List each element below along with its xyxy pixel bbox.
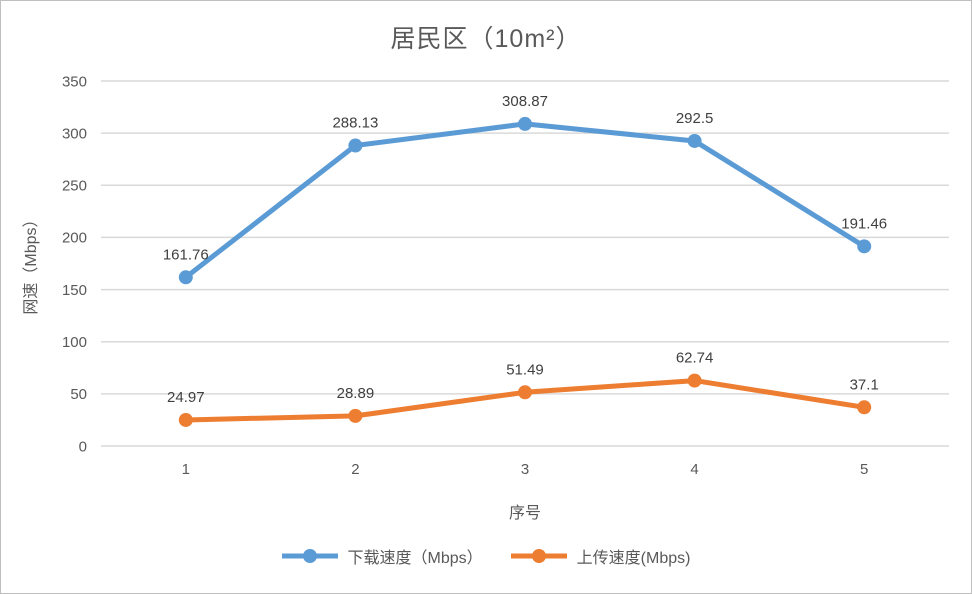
data-label: 24.97 — [167, 389, 205, 406]
x-tick-label: 2 — [351, 461, 359, 478]
y-tick-label: 50 — [70, 386, 87, 403]
x-tick-label: 4 — [690, 461, 698, 478]
chart-title: 居民区（10m²） — [390, 25, 582, 53]
data-point-marker — [518, 116, 532, 131]
data-point-marker — [518, 385, 532, 400]
data-label: 308.87 — [502, 93, 548, 110]
data-label: 161.76 — [163, 246, 209, 263]
legend: 下载速度（Mbps） 上传速度(Mbps) — [1, 544, 971, 568]
y-tick-label: 350 — [62, 73, 87, 90]
data-point-marker — [178, 270, 193, 285]
y-tick-label: 200 — [62, 230, 87, 247]
y-tick-label: 0 — [79, 438, 87, 455]
data-point-marker — [687, 373, 702, 388]
legend-item: 下载速度（Mbps） — [281, 544, 483, 568]
series-line — [183, 121, 867, 280]
data-label: 62.74 — [676, 350, 714, 367]
y-tick-label: 250 — [62, 178, 87, 195]
x-tick-label: 5 — [860, 461, 868, 478]
data-point-marker — [857, 400, 872, 415]
x-axis-title: 序号 — [508, 505, 541, 522]
data-point-marker — [857, 239, 872, 254]
data-label: 51.49 — [506, 361, 544, 378]
y-tick-label: 300 — [62, 125, 87, 142]
data-label: 288.13 — [332, 115, 378, 132]
legend-label: 上传速度(Mbps) — [576, 550, 691, 567]
data-label: 191.46 — [841, 215, 887, 232]
legend-label: 下载速度（Mbps） — [347, 550, 483, 567]
y-tick-label: 150 — [62, 282, 87, 299]
legend-marker-icon — [510, 549, 567, 563]
data-label: 37.1 — [850, 376, 879, 393]
data-point-marker — [178, 412, 193, 427]
x-tick-label: 1 — [182, 461, 190, 478]
data-point-marker — [348, 138, 363, 153]
x-tick-label: 3 — [521, 461, 529, 478]
legend-item: 上传速度(Mbps) — [510, 544, 691, 568]
data-point-marker — [348, 408, 363, 423]
legend-marker-icon — [281, 549, 338, 563]
data-label: 292.5 — [676, 110, 714, 127]
data-label: 28.89 — [337, 385, 375, 402]
y-tick-label: 100 — [62, 334, 87, 351]
data-point-marker — [687, 133, 702, 148]
